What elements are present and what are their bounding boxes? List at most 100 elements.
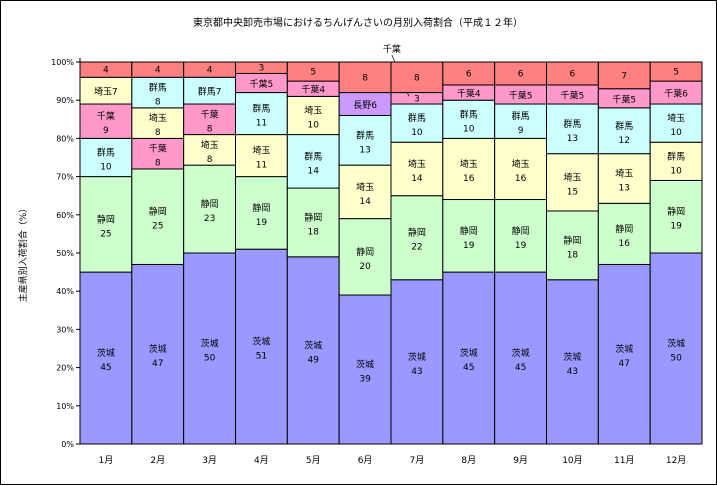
data-label: 8 (362, 73, 368, 83)
data-label-name: 茨城 (408, 351, 426, 363)
data-label-value: 45 (100, 363, 111, 373)
data-label-value: 47 (152, 359, 163, 369)
x-tick-label: 4月 (254, 455, 269, 466)
data-label-name: 静岡 (201, 198, 219, 210)
bar-segment (546, 153, 599, 212)
data-label-name: 茨城 (615, 343, 633, 355)
x-tick-label: 8月 (461, 455, 476, 466)
y-tick-label: 70% (56, 173, 74, 182)
bar-segment (79, 103, 133, 139)
x-tick-label: 9月 (513, 455, 528, 466)
x-tick-label: 6月 (358, 455, 373, 466)
bar-segment (183, 103, 237, 136)
data-label-name: 茨城 (97, 347, 115, 359)
data-label-name: 埼玉 (252, 145, 270, 157)
y-tick-label: 30% (56, 325, 74, 334)
x-tick-label: 11月 (614, 455, 634, 466)
bar-segment (597, 153, 651, 204)
data-label-value: 16 (515, 174, 527, 184)
data-label-name: 埼玉 (408, 158, 426, 170)
x-tick-label: 12月 (666, 455, 686, 466)
bar-segment (390, 141, 444, 197)
data-label-value: 8 (155, 128, 161, 138)
data-label-name: 群馬 (356, 129, 374, 141)
data-label-name: 静岡 (615, 223, 633, 235)
data-label-name: 埼玉 (356, 181, 374, 193)
data-label-value: 8 (155, 159, 161, 169)
bar-segment (131, 263, 185, 445)
data-label: 長野6 (353, 100, 377, 111)
data-label-name: 埼玉 (304, 104, 322, 116)
data-label-name: 静岡 (563, 234, 581, 246)
data-label-name: 静岡 (460, 225, 478, 237)
data-label: 7 (621, 71, 627, 81)
data-label-name: 茨城 (149, 343, 167, 355)
bar-segment (597, 263, 651, 445)
data-label-value: 39 (359, 375, 371, 385)
data-label-name: 群馬 (460, 108, 478, 120)
data-label-value: 43 (567, 367, 578, 377)
data-label-name: 群馬 (252, 103, 270, 115)
data-label-name: 埼玉 (201, 139, 219, 151)
bar-segment (390, 103, 444, 143)
data-label-name: 静岡 (356, 246, 374, 258)
data-label-value: 19 (515, 241, 527, 251)
data-label-value: 14 (308, 166, 320, 176)
data-label: 3 (259, 64, 265, 74)
bar-segment (546, 210, 599, 281)
data-label: 6 (518, 69, 524, 79)
bar-segment (649, 103, 703, 143)
data-label-value: 25 (100, 229, 111, 239)
data-label-value: 10 (308, 120, 320, 130)
bar-segment (235, 176, 288, 250)
data-label-name: 静岡 (667, 206, 685, 218)
x-tick-label: 5月 (306, 455, 321, 466)
y-tick-label: 100% (51, 58, 74, 67)
data-label-name: 群馬 (615, 120, 633, 132)
bar-segment (235, 248, 288, 445)
bar-segment (494, 271, 547, 445)
data-label-value: 9 (518, 126, 524, 136)
y-tick-label: 20% (56, 364, 74, 373)
bar-segment (79, 271, 133, 445)
data-label: 4 (155, 66, 161, 76)
data-label-value: 20 (359, 262, 371, 272)
data-label-value: 43 (411, 367, 422, 377)
data-label-value: 19 (463, 241, 475, 251)
bar-segment (79, 137, 133, 178)
data-label-name: 静岡 (252, 202, 270, 214)
data-label: 千葉5 (250, 78, 274, 90)
y-tick-label: 80% (56, 134, 74, 143)
bar-segment (286, 256, 340, 445)
data-label-name: 茨城 (356, 359, 374, 371)
y-tick-label: 10% (56, 402, 74, 411)
data-label-name: 群馬 (304, 150, 322, 162)
bar-segment (183, 76, 237, 105)
y-tick-label: 60% (56, 211, 74, 220)
y-tick-label: 0% (61, 440, 74, 449)
data-label-value: 8 (207, 155, 213, 165)
bar-segment (442, 199, 496, 273)
data-label: 3 (414, 94, 420, 104)
data-label-name: 群馬 (563, 118, 581, 130)
data-label-value: 45 (515, 363, 526, 373)
data-label-name: 千葉 (97, 110, 115, 122)
data-label-value: 50 (204, 354, 216, 364)
data-label: 5 (310, 68, 316, 78)
data-label: 埼玉7 (94, 86, 118, 98)
bar-segment (442, 99, 496, 139)
data-label-value: 11 (256, 161, 267, 171)
x-tick-label: 10月 (562, 455, 582, 466)
bar-segment (390, 61, 444, 94)
bar-segment (131, 168, 185, 265)
data-label-name: 群馬 (149, 82, 167, 94)
bar-segment (390, 195, 444, 281)
data-label-value: 10 (463, 124, 475, 134)
data-label: 5 (673, 68, 679, 78)
data-label-value: 10 (411, 128, 423, 138)
data-label-value: 45 (463, 363, 474, 373)
bar-segment (235, 134, 288, 178)
data-label-value: 16 (619, 239, 631, 249)
